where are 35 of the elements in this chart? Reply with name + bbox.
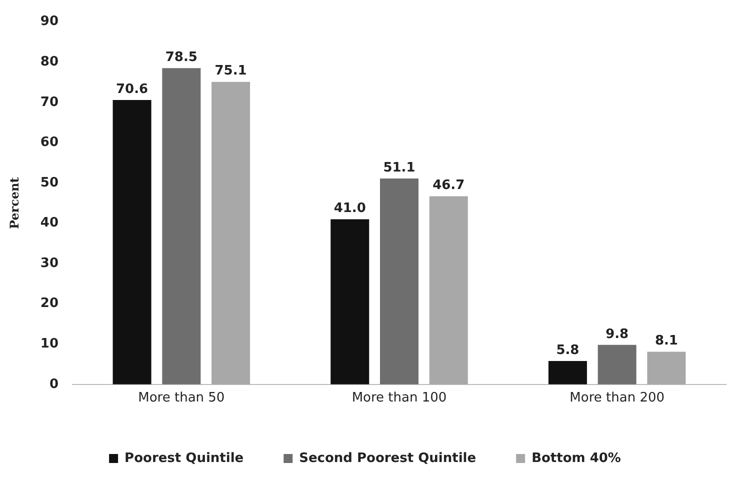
- data-label: 41.0: [334, 201, 366, 216]
- y-tick-label: 70: [40, 94, 58, 110]
- data-label: 75.1: [214, 64, 247, 79]
- y-tick-label: 90: [40, 14, 58, 30]
- x-tick-label: More than 200: [570, 390, 665, 406]
- data-label: 78.5: [165, 50, 198, 66]
- data-label: 70.6: [116, 82, 148, 97]
- bar: [212, 82, 250, 384]
- y-tick-label: 60: [40, 135, 58, 150]
- bar: [162, 68, 201, 384]
- y-axis-title: Percent: [7, 176, 22, 230]
- data-label: 51.1: [383, 160, 416, 176]
- bar: [380, 178, 418, 384]
- y-tick-label: 0: [49, 376, 58, 392]
- y-tick-label: 40: [40, 216, 58, 231]
- y-tick-label: 20: [40, 296, 58, 312]
- bar: [647, 352, 686, 384]
- legend-label: Second Poorest Quintile: [299, 450, 476, 466]
- data-label: 8.1: [654, 334, 678, 349]
- bar: [112, 100, 152, 384]
- bar: [598, 344, 636, 384]
- y-tick-label: 50: [40, 175, 58, 190]
- legend-label: Bottom 40%: [532, 450, 621, 466]
- data-label: 46.7: [432, 178, 465, 194]
- y-tick-label: 80: [40, 54, 58, 70]
- x-tick-label: More than 100: [352, 390, 447, 406]
- data-label: 9.8: [606, 326, 629, 342]
- bar: [330, 219, 370, 384]
- bar: [429, 196, 468, 384]
- x-tick-label: More than 50: [138, 390, 225, 406]
- legend-label: Poorest Quintile: [124, 450, 244, 466]
- y-tick-label: 10: [40, 336, 58, 352]
- y-tick-label: 30: [40, 256, 58, 271]
- bar: [548, 361, 587, 384]
- data-label: 5.8: [556, 342, 580, 358]
